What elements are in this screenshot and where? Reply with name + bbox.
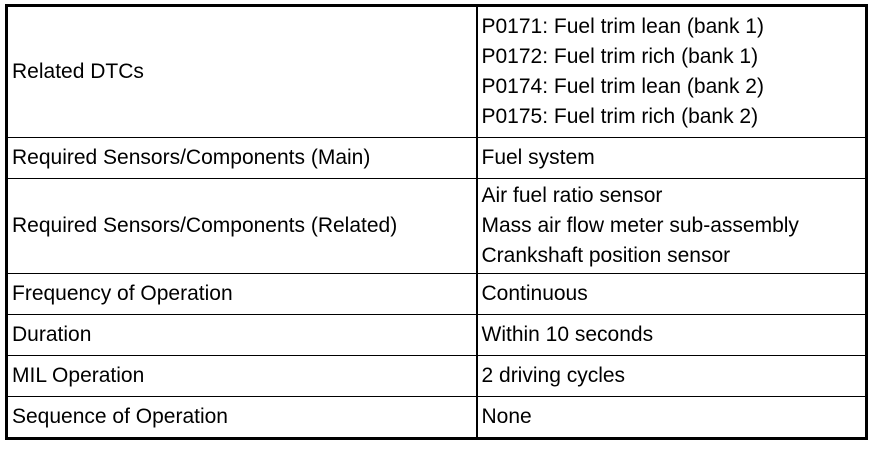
- component-line: Crankshaft position sensor: [481, 244, 731, 267]
- row-label: MIL Operation: [6, 355, 477, 397]
- monitor-spec-table: Related DTCs P0171: Fuel trim lean (bank…: [5, 4, 868, 440]
- row-label: Sequence of Operation: [6, 396, 477, 439]
- value-line: Within 10 seconds: [481, 323, 654, 346]
- value-line: Continuous: [481, 282, 588, 305]
- component-line: Mass air flow meter sub-assembly: [481, 214, 799, 237]
- row-value: Within 10 seconds: [475, 314, 867, 356]
- row-label: Required Sensors/Components (Related): [6, 178, 477, 274]
- dtc-code-line: P0175: Fuel trim rich (bank 2): [481, 105, 759, 128]
- value-line: 2 driving cycles: [481, 364, 626, 387]
- row-value: Air fuel ratio sensor Mass air flow mete…: [475, 178, 867, 274]
- value-line: None: [481, 405, 532, 428]
- value-line: Fuel system: [481, 146, 595, 169]
- row-label: Required Sensors/Components (Main): [6, 137, 477, 179]
- table-row-related-dtcs: Related DTCs P0171: Fuel trim lean (bank…: [6, 5, 867, 138]
- dtc-code-line: P0174: Fuel trim lean (bank 2): [481, 75, 764, 98]
- table-row-sequence: Sequence of Operation None: [6, 396, 867, 439]
- table-row-mil-operation: MIL Operation 2 driving cycles: [6, 355, 867, 397]
- row-label: Frequency of Operation: [6, 273, 477, 315]
- dtc-code-line: P0172: Fuel trim rich (bank 1): [481, 45, 759, 68]
- table-row-main-components: Required Sensors/Components (Main) Fuel …: [6, 137, 867, 179]
- row-label: Duration: [6, 314, 477, 356]
- table-row-frequency: Frequency of Operation Continuous: [6, 273, 867, 315]
- component-line: Air fuel ratio sensor: [481, 184, 663, 207]
- row-value: P0171: Fuel trim lean (bank 1) P0172: Fu…: [475, 5, 867, 138]
- row-value: None: [475, 396, 867, 439]
- row-label: Related DTCs: [6, 5, 477, 138]
- row-value: Continuous: [475, 273, 867, 315]
- dtc-code-line: P0171: Fuel trim lean (bank 1): [481, 15, 764, 38]
- table-row-related-components: Required Sensors/Components (Related) Ai…: [6, 178, 867, 274]
- table-row-duration: Duration Within 10 seconds: [6, 314, 867, 356]
- row-value: Fuel system: [475, 137, 867, 179]
- row-value: 2 driving cycles: [475, 355, 867, 397]
